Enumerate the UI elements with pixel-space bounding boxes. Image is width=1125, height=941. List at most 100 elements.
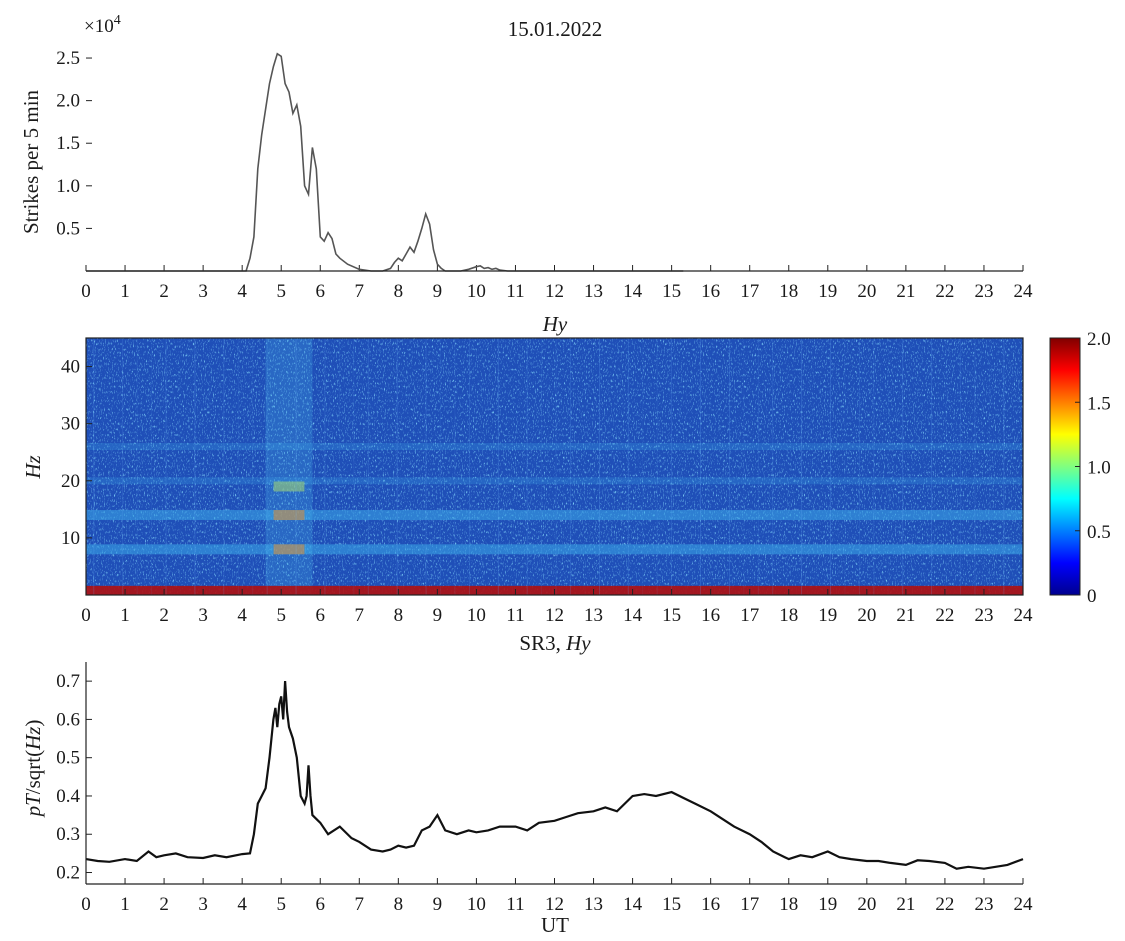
strikes-xtick-label: 23 bbox=[974, 281, 993, 302]
sr3-ylabel: pT/sqrt(Hz) bbox=[21, 720, 45, 819]
sr3-xtick-label: 9 bbox=[433, 894, 443, 915]
strikes-ytick-label: 1.0 bbox=[56, 176, 80, 197]
strikes-xtick-label: 16 bbox=[701, 281, 720, 302]
spectrogram-xtick-label: 15 bbox=[662, 605, 681, 626]
spectrogram-xtick-label: 20 bbox=[857, 605, 876, 626]
sr3-xtick-label: 10 bbox=[467, 894, 486, 915]
sr3-ytick-label: 0.2 bbox=[56, 863, 80, 884]
sr3-xtick-label: 5 bbox=[276, 894, 286, 915]
colorbar-ticks: 0 0.5 1.0 1.5 2.0 bbox=[1075, 329, 1111, 607]
spectrogram-xtick-label: 8 bbox=[394, 605, 404, 626]
spectrogram-ytick-label: 40 bbox=[61, 357, 80, 378]
spectrogram-xtick-label: 22 bbox=[935, 605, 954, 626]
colorbar-tick-label: 1.5 bbox=[1087, 393, 1111, 414]
sr3-xtick-label: 23 bbox=[974, 894, 993, 915]
y-multiplier: ×104 bbox=[84, 13, 121, 37]
sr3-yticks: 0.2 0.3 0.4 0.5 0.6 0.7 bbox=[56, 671, 92, 884]
spectrogram-xtick-label: 19 bbox=[818, 605, 837, 626]
spectrogram-xtick-label: 4 bbox=[237, 605, 247, 626]
colorbar-tick-label: 1.0 bbox=[1087, 458, 1111, 479]
colorbar-tick-label: 2.0 bbox=[1087, 329, 1111, 350]
strikes-xtick-label: 18 bbox=[779, 281, 798, 302]
sr3-xtick-label: 16 bbox=[701, 894, 720, 915]
sr3-ytick-label: 0.7 bbox=[56, 671, 80, 692]
spectrogram-xtick-label: 21 bbox=[896, 605, 915, 626]
sr3-ytick-label: 0.4 bbox=[56, 786, 80, 807]
strikes-ytick-label: 0.5 bbox=[56, 218, 80, 239]
spectrogram-ytick-label: 20 bbox=[61, 471, 80, 492]
spectrogram-ytick-label: 10 bbox=[61, 528, 80, 549]
figure-date: 15.01.2022 bbox=[508, 17, 603, 41]
sr3-line bbox=[85, 681, 1024, 870]
strikes-xtick-label: 6 bbox=[316, 281, 326, 302]
spectrogram-xtick-label: 3 bbox=[198, 605, 208, 626]
spectrogram-texture bbox=[86, 338, 1023, 595]
strikes-line bbox=[86, 52, 684, 272]
spectrogram-xtick-label: 2 bbox=[159, 605, 169, 626]
sr3-xtick-label: 7 bbox=[355, 894, 365, 915]
strikes-xtick-label: 24 bbox=[1014, 281, 1034, 302]
strikes-xtick-label: 8 bbox=[394, 281, 404, 302]
spectrogram-xtick-label: 24 bbox=[1014, 605, 1034, 626]
spectrogram-xtick-label: 11 bbox=[506, 605, 524, 626]
spectrogram-xtick-label: 17 bbox=[740, 605, 759, 626]
strikes-xtick-label: 17 bbox=[740, 281, 759, 302]
sr3-xticks: 0 1 2 3 4 5 6 7 8 9 10 11 12 13 14 15 16 17 18 19 20 21 22 23 24 bbox=[81, 878, 1033, 915]
sr3-xtick-label: 3 bbox=[198, 894, 208, 915]
sr3-xtick-label: 13 bbox=[584, 894, 603, 915]
spectrogram-yticks: 10 20 30 40 bbox=[61, 357, 92, 549]
strikes-xtick-label: 7 bbox=[355, 281, 365, 302]
strikes-xtick-label: 4 bbox=[237, 281, 247, 302]
strikes-xtick-label: 5 bbox=[276, 281, 286, 302]
sr3-xtick-label: 21 bbox=[896, 894, 915, 915]
strikes-xtick-label: 10 bbox=[467, 281, 486, 302]
strikes-xtick-label: 21 bbox=[896, 281, 915, 302]
sr3-xtick-label: 14 bbox=[623, 894, 643, 915]
strikes-xtick-label: 12 bbox=[545, 281, 564, 302]
sr3-xtick-label: 12 bbox=[545, 894, 564, 915]
sr3-panel: SR3, Hy pT/sqrt(Hz) UT 0.20.30.40.50.60.… bbox=[21, 631, 1033, 937]
spectrogram-band bbox=[86, 477, 1023, 485]
spectrogram-xtick-label: 12 bbox=[545, 605, 564, 626]
sr3-xtick-label: 22 bbox=[935, 894, 954, 915]
strikes-xtick-label: 19 bbox=[818, 281, 837, 302]
spectrogram-hot-band bbox=[273, 544, 305, 555]
spectrogram-xtick-label: 6 bbox=[316, 605, 326, 626]
strikes-xtick-label: 0 bbox=[81, 281, 91, 302]
spectrogram-xtick-label: 10 bbox=[467, 605, 486, 626]
strikes-xtick-label: 22 bbox=[935, 281, 954, 302]
sr3-xlabel: UT bbox=[541, 913, 569, 937]
spectrogram-hot-band bbox=[273, 481, 305, 492]
strikes-ylabel: Strikes per 5 min bbox=[19, 89, 43, 234]
spectrogram-xtick-label: 9 bbox=[433, 605, 443, 626]
spectrogram-ytick-label: 30 bbox=[61, 414, 80, 435]
spectrogram-band bbox=[86, 510, 1023, 521]
sr3-xtick-label: 2 bbox=[159, 894, 169, 915]
strikes-xtick-label: 20 bbox=[857, 281, 876, 302]
strikes-ytick-label: 2.5 bbox=[56, 48, 80, 69]
sr3-xtick-label: 19 bbox=[818, 894, 837, 915]
spectrogram-hot-interval bbox=[265, 338, 313, 595]
sr3-title: SR3, Hy bbox=[519, 631, 591, 655]
sr3-xtick-label: 8 bbox=[394, 894, 404, 915]
sr3-xtick-label: 6 bbox=[316, 894, 326, 915]
strikes-xtick-label: 14 bbox=[623, 281, 643, 302]
spectrogram-xtick-label: 14 bbox=[623, 605, 643, 626]
sr3-xtick-label: 20 bbox=[857, 894, 876, 915]
sr3-xtick-label: 4 bbox=[237, 894, 247, 915]
colorbar-tick-label: 0.5 bbox=[1087, 522, 1111, 543]
sr3-xtick-label: 24 bbox=[1014, 894, 1034, 915]
strikes-xtick-label: 3 bbox=[198, 281, 208, 302]
spectrogram-xtick-label: 16 bbox=[701, 605, 720, 626]
sr3-ytick-label: 0.3 bbox=[56, 824, 80, 845]
strikes-panel: 15.01.2022 ×104 Strikes per 5 min 0.5 1.0… bbox=[19, 13, 1033, 302]
spectrogram-band bbox=[86, 544, 1023, 555]
strikes-ytick-label: 1.5 bbox=[56, 133, 80, 154]
spectrogram-image bbox=[86, 338, 1023, 595]
spectrogram-xtick-label: 0 bbox=[81, 605, 91, 626]
spectrogram-band bbox=[86, 443, 1023, 451]
strikes-xtick-label: 11 bbox=[506, 281, 524, 302]
strikes-xtick-label: 13 bbox=[584, 281, 603, 302]
